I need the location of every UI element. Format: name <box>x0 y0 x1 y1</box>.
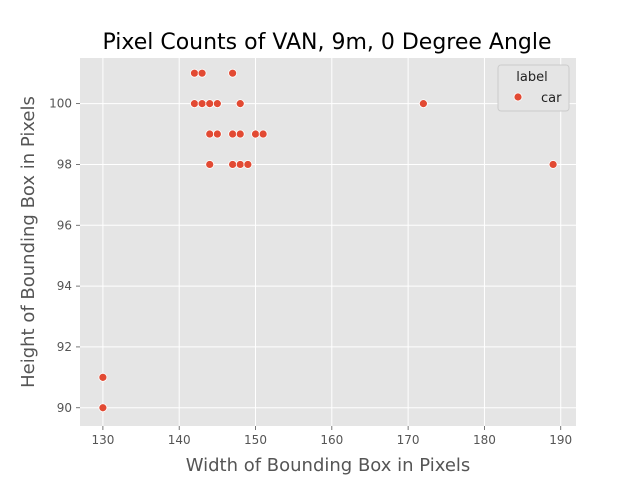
scatter-point <box>251 129 260 139</box>
scatter-point <box>258 129 268 139</box>
legend-marker <box>513 92 523 102</box>
grid <box>80 58 576 426</box>
y-tick-label: 100 <box>49 97 72 111</box>
x-tick-label: 180 <box>473 433 496 447</box>
scatter-point <box>98 372 108 382</box>
legend-entry-car: car <box>541 91 562 106</box>
y-tick-label: 90 <box>57 401 72 415</box>
scatter-point <box>235 129 245 139</box>
scatter-point <box>243 160 253 169</box>
y-tick-label: 92 <box>57 340 72 354</box>
data-points <box>98 68 558 413</box>
legend-title: label <box>516 70 547 85</box>
legend: label car <box>497 64 570 112</box>
x-axis-label: Width of Bounding Box in Pixels <box>186 455 471 476</box>
scatter-point <box>98 403 108 413</box>
x-tick-label: 130 <box>91 433 114 447</box>
x-tick-label: 190 <box>549 433 572 447</box>
scatter-point <box>228 68 238 78</box>
scatter-point <box>190 99 199 109</box>
scatter-point <box>235 99 245 109</box>
scatter-point <box>205 160 215 169</box>
y-tick-label: 98 <box>57 157 72 171</box>
x-tick-label: 170 <box>397 433 420 447</box>
scatter-point <box>205 99 215 109</box>
tick-labels: 130 140 150 160 170 180 190 90 92 94 96 98 100 <box>49 97 572 447</box>
scatter-point <box>212 99 222 109</box>
plot-area <box>80 58 576 426</box>
x-tick-label: 140 <box>168 433 191 447</box>
scatter-point <box>228 160 238 169</box>
scatter-point <box>197 68 207 78</box>
scatter-point <box>235 160 245 169</box>
chart-title: Pixel Counts of VAN, 9m, 0 Degree Angle <box>102 30 551 55</box>
scatter-point <box>418 99 428 109</box>
y-tick-label: 96 <box>57 218 72 232</box>
scatter-point <box>548 160 558 169</box>
scatter-point <box>228 129 238 139</box>
y-tick-label: 94 <box>57 279 72 293</box>
scatter-point <box>190 68 199 78</box>
scatter-point <box>212 129 222 139</box>
x-tick-label: 150 <box>244 433 267 447</box>
y-axis-label: Height of Bounding Box in Pixels <box>18 96 39 388</box>
x-tick-label: 160 <box>320 433 343 447</box>
scatter-point <box>197 99 207 109</box>
scatter-point <box>205 129 215 139</box>
